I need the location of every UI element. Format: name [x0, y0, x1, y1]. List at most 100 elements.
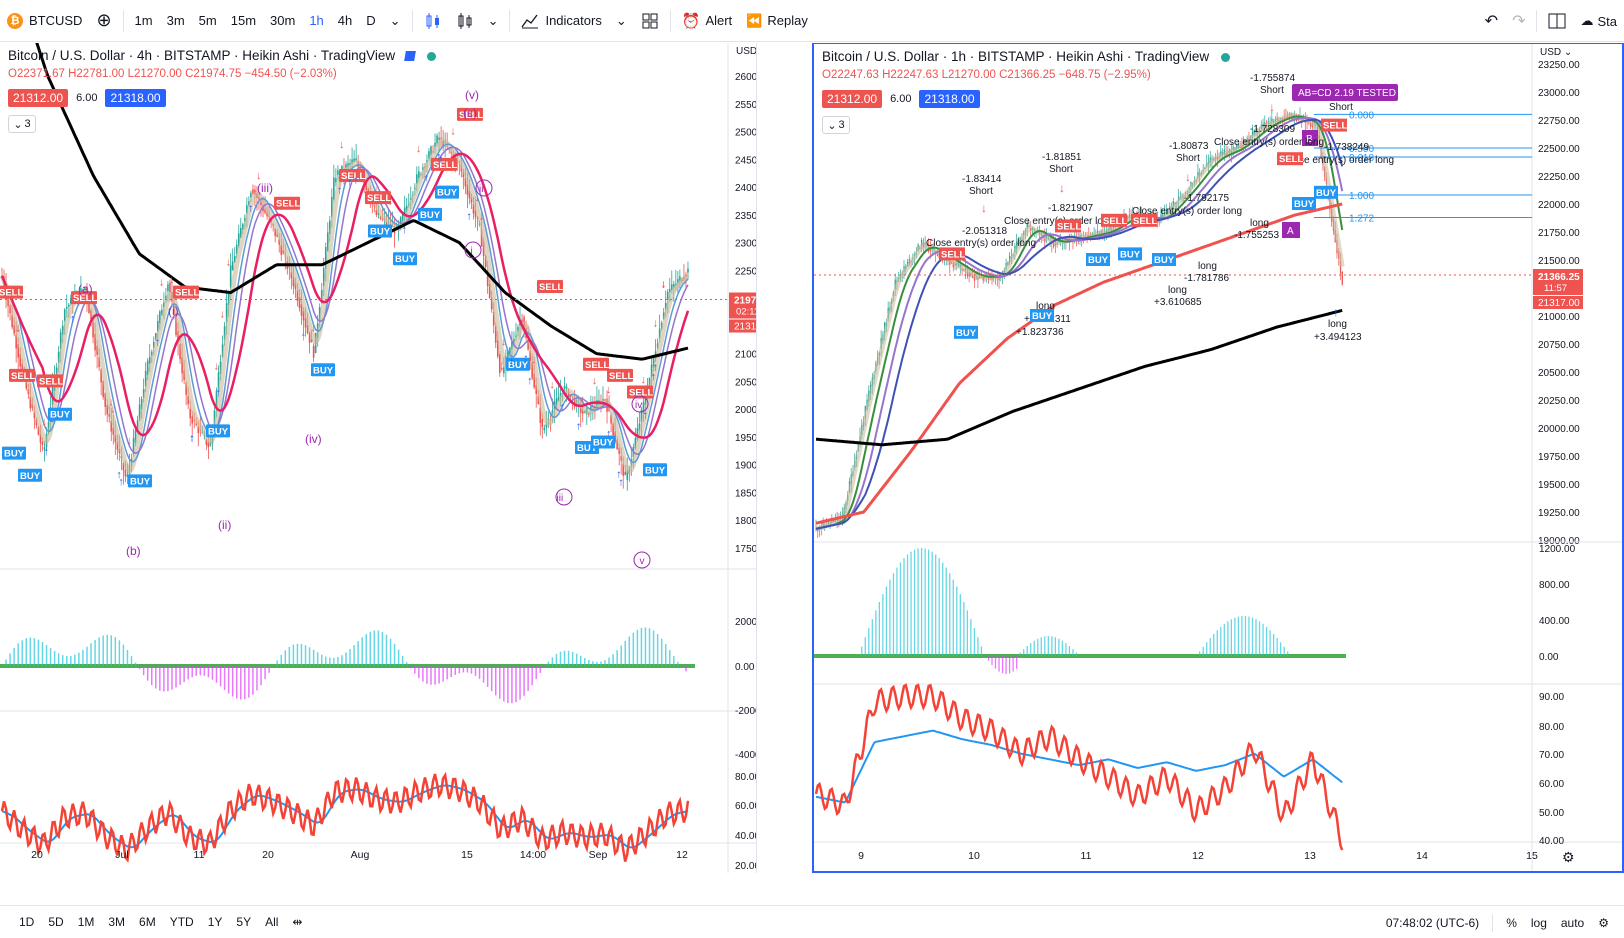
templates-icon[interactable]	[634, 0, 666, 42]
arrow-up-icon: ↑	[1333, 305, 1339, 319]
right-chart-pane[interactable]: USD ⌄ 23250.00 23000.00 22750.00 22500.00 222…	[812, 43, 1624, 873]
interval-3m[interactable]: 3m	[166, 13, 185, 28]
right-collapse-button[interactable]: ⌄ 3	[822, 116, 850, 134]
arrow-down-icon: ↓	[653, 317, 659, 329]
candle-body	[480, 229, 483, 247]
pattern-point-a	[1282, 222, 1300, 238]
left-collapse-button[interactable]: ⌄ 3	[8, 115, 36, 133]
interval-4h[interactable]: 4h	[337, 13, 353, 28]
range-1y[interactable]: 1Y	[207, 915, 223, 929]
price-tick-label: 20500.00	[735, 377, 756, 388]
left-chart-canvas[interactable]: USD ⌄ 26000.00 25500.00 25000.00 24500.00 240…	[0, 43, 756, 873]
buy-signal-tag	[1152, 253, 1176, 266]
sell-signal-label: SELL	[609, 371, 633, 382]
candle-body	[579, 407, 582, 413]
wave-label: (a)	[78, 282, 93, 296]
time-tick-label: Sep	[589, 849, 608, 861]
range-1m[interactable]: 1M	[77, 915, 95, 929]
candle-body	[563, 385, 566, 389]
chevron-down-icon[interactable]: ⌄	[615, 12, 627, 28]
interval-1m[interactable]: 1m	[134, 13, 153, 28]
time-tick-label: 11	[1081, 850, 1092, 862]
wave-label: (c)	[463, 106, 477, 120]
undo-icon[interactable]: ↶	[1484, 13, 1499, 30]
chart-type-icon[interactable]	[449, 0, 481, 42]
price-tick-label: 18000.00	[735, 516, 756, 527]
candle-body	[122, 462, 125, 471]
left-buy-button[interactable]: 21318.00	[105, 89, 166, 107]
candle-body	[242, 224, 244, 230]
candle-body	[616, 439, 618, 450]
bar-style-icon[interactable]	[417, 0, 449, 42]
arrow-down-icon: ↓	[475, 192, 481, 204]
wave-circle	[464, 241, 482, 259]
cloud-icon[interactable]: ☁ Sta	[1573, 0, 1624, 42]
rsi-tick-label: 40.00	[1539, 836, 1564, 847]
macd-tick-label: -2000.00	[735, 706, 756, 717]
right-buy-button[interactable]: 21318.00	[919, 90, 980, 108]
sell-signal-tag	[607, 368, 633, 382]
symbol-search[interactable]: ₿ BTCUSD	[0, 0, 89, 42]
log-toggle[interactable]: log	[1530, 915, 1547, 930]
candle-body	[140, 398, 143, 410]
candle-body	[541, 419, 544, 428]
indicators-button[interactable]: Indicators	[514, 0, 608, 42]
left-chart-pane[interactable]: USD ⌄ 26000.00 25500.00 25000.00 24500.00 240…	[0, 43, 756, 873]
macd-tick-label: 2000.00	[735, 617, 756, 628]
time-tick-label: 14	[1416, 850, 1428, 862]
left-sell-button[interactable]: 21312.00	[8, 89, 69, 107]
trade-annotation: -1.81851	[1042, 152, 1082, 163]
pane-divider[interactable]	[756, 43, 812, 873]
range-3m[interactable]: 3M	[108, 915, 126, 929]
bid-price-label: 21317.00	[734, 322, 756, 333]
interval-d[interactable]: D	[366, 13, 376, 28]
range-5d[interactable]: 5D	[48, 915, 64, 929]
compare-add-icon[interactable]: ⊕	[96, 10, 112, 30]
candle-body	[124, 469, 127, 477]
buy-signal-label: BUY	[645, 465, 666, 476]
range-all[interactable]: All	[265, 915, 279, 929]
wave-label: i	[471, 246, 473, 257]
candle-body	[614, 431, 616, 442]
settings-icon[interactable]: ⚙	[1598, 915, 1609, 930]
arrow-down-icon: ↓	[592, 375, 598, 387]
settings-icon: ⚙	[1562, 849, 1575, 865]
sell-signal-label: SELL	[629, 388, 653, 399]
range-5y[interactable]: 5Y	[236, 915, 252, 929]
candle-body	[551, 410, 554, 415]
sell-signal-label: SELL	[341, 171, 365, 182]
arrow-down-icon: ↓	[661, 278, 667, 290]
redo-icon[interactable]: ↷	[1512, 13, 1526, 30]
replay-button[interactable]: ⏪ Replay	[739, 0, 815, 42]
interval-1h[interactable]: 1h	[309, 13, 324, 28]
alert-button[interactable]: ⏰ Alert	[675, 0, 739, 42]
layout-icon[interactable]	[1541, 0, 1573, 42]
right-sell-button[interactable]: 21312.00	[822, 90, 883, 108]
interval-30m[interactable]: 30m	[270, 13, 296, 28]
buy-signal-tag	[128, 474, 152, 488]
candle-body	[292, 277, 295, 287]
candle-body	[274, 228, 276, 236]
candle-body	[225, 303, 228, 323]
candle-body	[488, 283, 491, 299]
candle-body	[27, 388, 30, 394]
chevron-down-icon: ⌄	[13, 118, 23, 131]
interval-5m[interactable]: 5m	[198, 13, 217, 28]
market-open-icon	[426, 51, 436, 61]
range-ytd[interactable]: YTD	[169, 915, 194, 929]
candle-body	[535, 384, 538, 394]
percent-toggle[interactable]: %	[1506, 915, 1517, 930]
chevron-down-icon[interactable]: ⌄	[487, 12, 499, 28]
chevron-down-icon[interactable]: ⌄	[389, 12, 401, 28]
interval-15m[interactable]: 15m	[230, 13, 257, 28]
candle-body	[434, 142, 436, 148]
range-1d[interactable]: 1D	[19, 915, 35, 929]
right-chart-canvas[interactable]: USD ⌄ 23250.00 23000.00 22750.00 22500.00 222…	[814, 44, 1622, 872]
date-range-icon[interactable]: ⇹	[292, 915, 303, 929]
range-6m[interactable]: 6M	[139, 915, 156, 929]
clock-display[interactable]: 07:48:02 (UTC-6)	[1385, 915, 1480, 930]
candle-body	[650, 364, 653, 378]
auto-toggle[interactable]: auto	[1560, 915, 1585, 930]
candle-body	[658, 328, 661, 339]
candle-body	[223, 326, 226, 340]
